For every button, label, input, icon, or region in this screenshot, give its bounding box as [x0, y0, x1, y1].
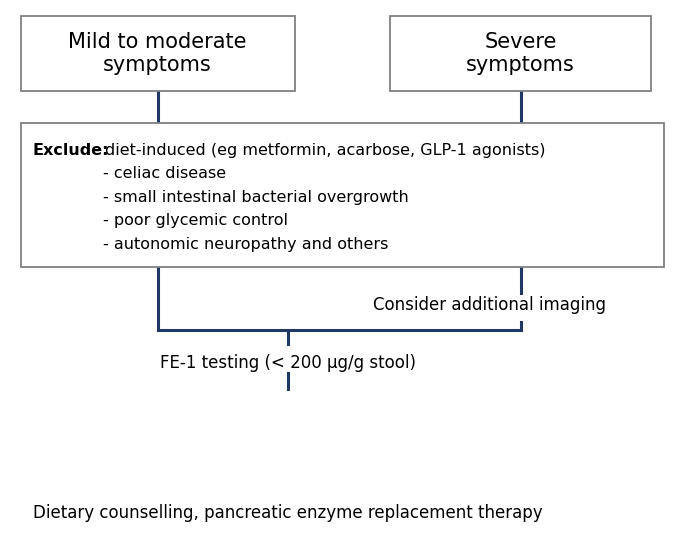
Text: Exclude:: Exclude: — [33, 143, 110, 158]
Text: FE-1 testing (< 200 μg/g stool): FE-1 testing (< 200 μg/g stool) — [160, 354, 416, 373]
Text: - celiac disease: - celiac disease — [103, 166, 226, 181]
Text: Consider additional imaging: Consider additional imaging — [373, 296, 606, 314]
Text: - poor glycemic control: - poor glycemic control — [103, 213, 288, 228]
Text: Severe
symptoms: Severe symptoms — [466, 31, 575, 75]
Text: - small intestinal bacterial overgrowth: - small intestinal bacterial overgrowth — [103, 190, 408, 205]
FancyBboxPatch shape — [390, 16, 651, 91]
Text: Mild to moderate
symptoms: Mild to moderate symptoms — [68, 31, 247, 75]
FancyBboxPatch shape — [21, 123, 664, 266]
Text: - diet-induced (eg metformin, acarbose, GLP-1 agonists): - diet-induced (eg metformin, acarbose, … — [89, 143, 545, 158]
Text: Dietary counselling, pancreatic enzyme replacement therapy: Dietary counselling, pancreatic enzyme r… — [33, 504, 543, 522]
Text: - autonomic neuropathy and others: - autonomic neuropathy and others — [103, 237, 388, 252]
FancyBboxPatch shape — [21, 16, 295, 91]
